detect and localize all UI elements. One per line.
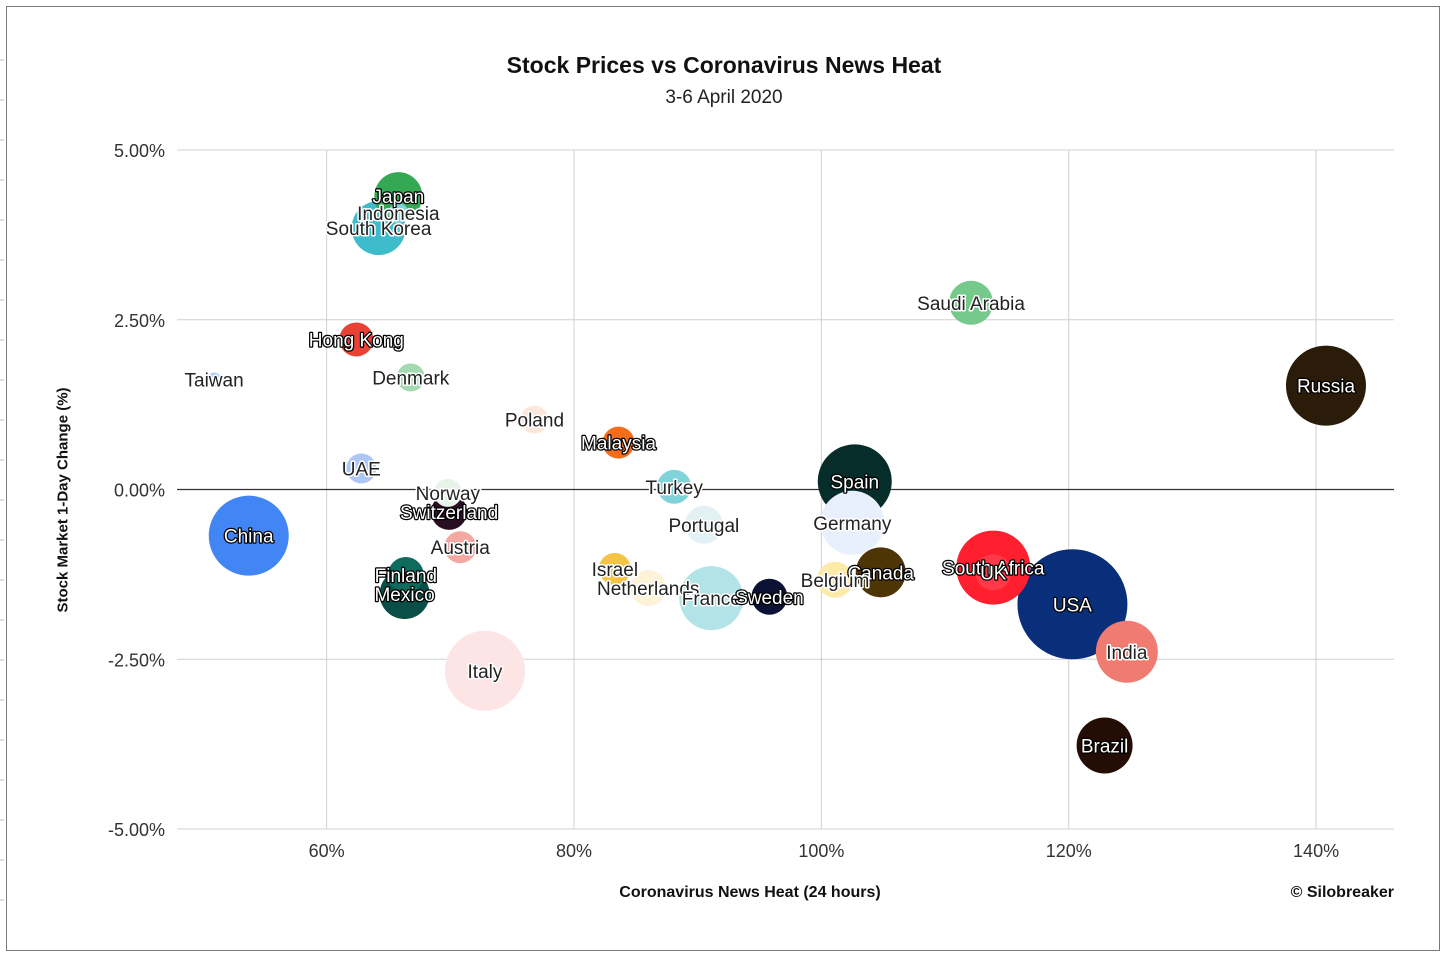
x-tick-label: 100%	[798, 841, 844, 861]
bubble-finland[interactable]	[387, 557, 424, 594]
x-axis-label: Coronavirus News Heat (24 hours)	[619, 884, 881, 901]
bubble-label: Malaysia	[581, 434, 656, 455]
bubble-label: Brazil	[1081, 736, 1129, 757]
x-tick-label: 140%	[1293, 841, 1339, 861]
bubble-label: Denmark	[372, 368, 450, 389]
bubble-uae[interactable]	[346, 453, 377, 484]
bubble-sweden[interactable]	[751, 578, 788, 615]
bubble-label: Switzerland	[400, 503, 498, 524]
bubbles	[207, 172, 1366, 774]
y-axis-ticks: 5.00% 2.50% 0.00% -2.50% -5.00%	[108, 141, 165, 840]
bubble-label: Netherlands	[597, 579, 699, 600]
bubble-label: Norway	[416, 484, 481, 505]
bubble-turkey[interactable]	[657, 469, 692, 504]
bubble-label: Turkey	[646, 478, 704, 499]
bubble-india[interactable]	[1095, 620, 1158, 683]
bubble-label: China	[224, 527, 274, 548]
bubble-israel[interactable]	[598, 552, 631, 585]
bubble-label: Hong Kong	[309, 330, 404, 351]
bubble-indonesia[interactable]	[388, 203, 409, 224]
bubble-label: South Korea	[326, 219, 432, 240]
bubble-label: UAE	[342, 459, 381, 480]
y-tick-label: -2.50%	[108, 650, 165, 670]
bubble-label: India	[1106, 643, 1148, 664]
bubble-label: Spain	[830, 472, 879, 493]
y-axis-label: Stock Market 1-Day Change (%)	[54, 387, 72, 613]
bubble-label: Germany	[813, 514, 892, 535]
x-tick-label: 60%	[309, 841, 345, 861]
bubble-russia[interactable]	[1285, 345, 1366, 426]
bubble-label: South Africa	[942, 559, 1045, 580]
bubble-portugal[interactable]	[684, 505, 723, 544]
bubble-label: Russia	[1297, 377, 1356, 398]
bubble-malaysia[interactable]	[602, 426, 635, 459]
bubble-label: Taiwan	[185, 371, 244, 392]
bubble-uk[interactable]	[975, 554, 1012, 591]
chart-frame	[6, 6, 1440, 951]
bubble-brazil[interactable]	[1076, 717, 1133, 774]
x-tick-label: 120%	[1046, 841, 1092, 861]
bubble-label: Italy	[468, 662, 503, 683]
bubble-label: Indonesia	[357, 204, 440, 225]
bubble-label: Saudi Arabia	[917, 294, 1025, 315]
bubble-label: Austria	[431, 538, 491, 559]
bubble-label: France	[682, 589, 741, 610]
bubble-poland[interactable]	[520, 405, 549, 434]
bubble-label: Poland	[505, 411, 564, 432]
bubble-label: Sweden	[735, 588, 804, 609]
bubble-japan[interactable]	[374, 172, 423, 221]
y-tick-label: -5.00%	[108, 820, 165, 840]
bubble-italy[interactable]	[444, 630, 525, 711]
y-tick-label: 2.50%	[114, 311, 165, 331]
bubble-label: Japan	[372, 187, 424, 208]
bubble-taiwan[interactable]	[207, 372, 222, 387]
bubble-label: UK	[980, 563, 1007, 584]
bubble-netherlands[interactable]	[630, 569, 667, 606]
bubble-belgium[interactable]	[816, 561, 853, 598]
bubble-label: Portugal	[668, 516, 739, 537]
bubble-label: Israel	[592, 560, 638, 581]
bubble-norway[interactable]	[433, 478, 462, 507]
bubble-canada[interactable]	[855, 547, 906, 598]
bubble-label: Belgium	[801, 571, 870, 592]
y-tick-label: 5.00%	[114, 141, 165, 161]
bubble-austria[interactable]	[444, 531, 477, 564]
x-tick-label: 80%	[556, 841, 592, 861]
bubble-saudi-arabia[interactable]	[949, 280, 994, 325]
bubble-label: Finland	[375, 566, 437, 587]
x-axis-ticks: 60% 80% 100% 120% 140%	[309, 841, 1339, 861]
bubble-label: Canada	[847, 563, 914, 584]
bubble-china[interactable]	[208, 495, 289, 576]
bubble-denmark[interactable]	[396, 363, 425, 392]
gridlines	[177, 149, 1394, 830]
bubble-label: Mexico	[374, 585, 434, 606]
left-edge-ruler	[0, 59, 4, 901]
bubble-usa[interactable]	[1017, 549, 1128, 660]
credit-text: © Silobreaker	[1290, 884, 1394, 901]
bubble-label: USA	[1053, 595, 1092, 616]
chart-title: Stock Prices vs Coronavirus News Heat	[506, 52, 942, 78]
y-tick-label: 0.00%	[114, 481, 165, 501]
bubble-hong-kong[interactable]	[339, 322, 374, 357]
chart-subtitle: 3-6 April 2020	[665, 87, 783, 108]
bubble-germany[interactable]	[820, 490, 885, 555]
bubble-france[interactable]	[679, 566, 744, 631]
